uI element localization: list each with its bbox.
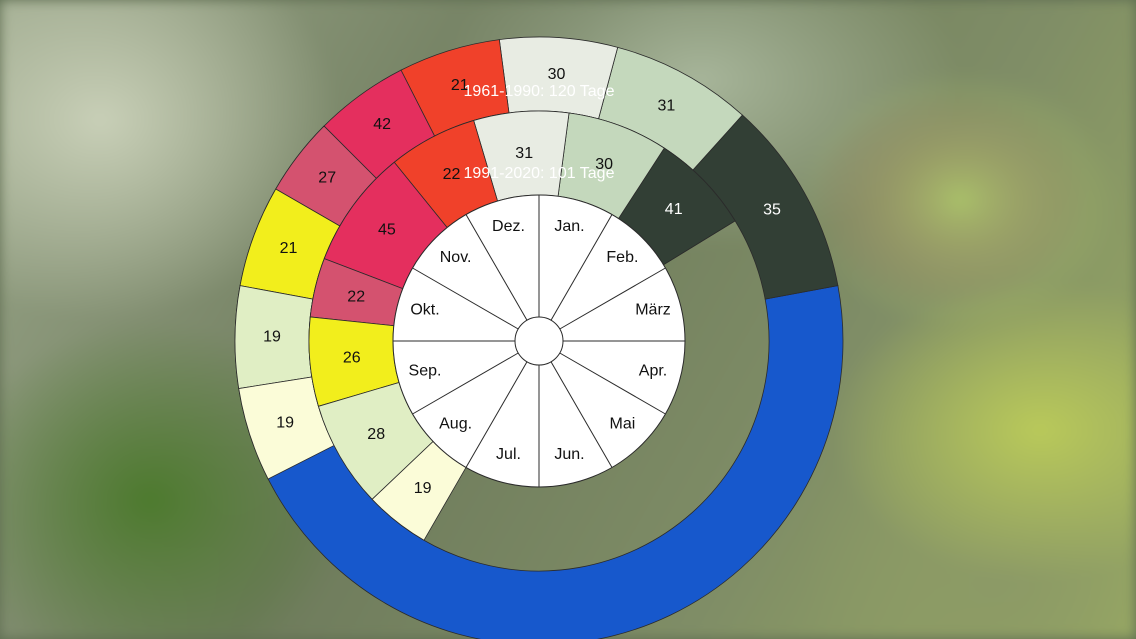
outer-value-label: 19 (276, 415, 294, 432)
outer-value-label: 30 (548, 66, 566, 83)
month-label: Jan. (554, 218, 584, 235)
month-divider (465, 361, 528, 468)
inner-ring-title: 1991-2020: 101 Tage (464, 165, 615, 182)
month-label: Mai (610, 416, 636, 433)
outer-ring-1961-1990 (234, 36, 844, 639)
outer-value-label: 42 (373, 116, 391, 133)
month-divider (412, 267, 519, 330)
month-divider (550, 361, 613, 468)
month-label: Sep. (409, 363, 442, 380)
inner-value-label: 26 (343, 349, 361, 366)
month-label: Feb. (606, 249, 638, 266)
month-divider (465, 214, 528, 321)
month-divider (559, 267, 666, 330)
month-divider (412, 352, 519, 415)
month-label: März (635, 302, 671, 319)
inner-value-label: 41 (665, 201, 683, 218)
month-divider (550, 214, 613, 321)
month-label: Jul. (496, 446, 521, 463)
outer-value-label: 21 (280, 240, 298, 257)
outer-value-label: 21 (451, 77, 469, 94)
month-label: Jun. (554, 446, 584, 463)
inner-value-label: 30 (595, 156, 613, 173)
inner-value-label: 22 (347, 288, 365, 305)
outer-value-label: 31 (658, 98, 676, 115)
outer-value-label: 19 (263, 329, 281, 346)
month-ring: Jan. Feb. März Apr. Mai Jun. Jul. Aug. Sep. Okt. N… (392, 194, 686, 488)
inner-value-label: 28 (367, 426, 385, 443)
inner-ring-1991-2020 (308, 110, 736, 541)
month-label: Dez. (492, 218, 525, 235)
center-hub (514, 316, 564, 366)
outer-ring-title: 1961-1990: 120 Tage (464, 83, 615, 100)
inner-value-label: 19 (414, 480, 432, 497)
inner-value-label: 45 (378, 222, 396, 239)
month-label: Aug. (439, 416, 472, 433)
month-label: Okt. (410, 302, 439, 319)
inner-value-label: 31 (515, 145, 533, 162)
month-label: Apr. (639, 363, 667, 380)
inner-value-label: 22 (443, 166, 461, 183)
outer-value-label: 35 (763, 202, 781, 219)
value-labels: 35 31 30 21 42 27 21 19 19 41 30 31 22 45 22 26 28 19 (263, 66, 781, 497)
outer-value-label: 27 (318, 170, 336, 187)
month-label: Nov. (440, 249, 472, 266)
month-divider (559, 352, 666, 415)
